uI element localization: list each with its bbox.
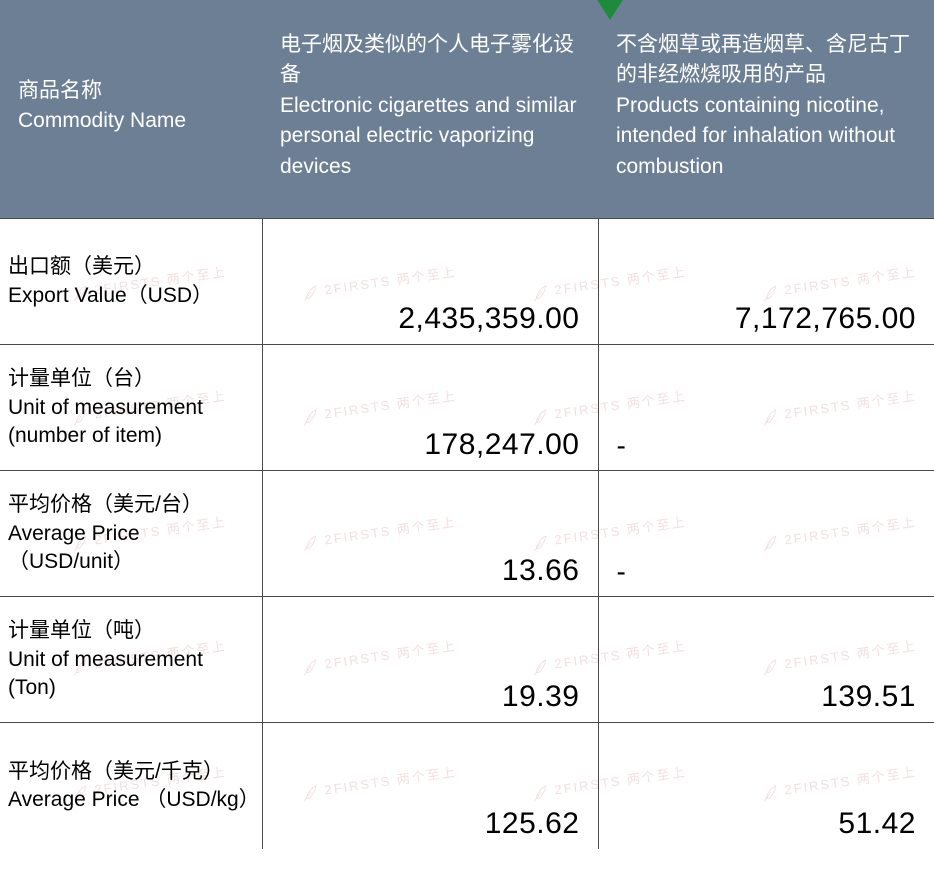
table-row: 出口额（美元） Export Value（USD）2,435,359.007,1… [0, 219, 934, 345]
table-row: 计量单位（吨）Unit of measurement (Ton)19.39139… [0, 597, 934, 723]
row-label-en: Unit of measurement (number of item) [8, 394, 250, 451]
row-label-cn: 计量单位（台） [8, 365, 250, 393]
table-row: 平均价格（美元/千克）Average Price （USD/kg）125.625… [0, 723, 934, 849]
row-label-en: Unit of measurement (Ton) [8, 646, 250, 703]
row-label-cell: 出口额（美元） Export Value（USD） [0, 219, 262, 345]
row-label-en: Average Price （USD/unit） [8, 520, 250, 577]
header-a-cn: 电子烟及类似的个人电子雾化设备 [280, 30, 580, 91]
header-label-cn: 商品名称 [18, 76, 244, 106]
row-value-b: 139.51 [598, 597, 934, 723]
row-label-cn: 计量单位（吨） [8, 617, 250, 645]
data-table: 商品名称 Commodity Name 电子烟及类似的个人电子雾化设备 Elec… [0, 0, 934, 849]
header-col-a: 电子烟及类似的个人电子雾化设备 Electronic cigarettes an… [262, 0, 598, 219]
row-value-b: - [598, 471, 934, 597]
row-label-en: Average Price （USD/kg） [8, 786, 250, 814]
header-label-en: Commodity Name [18, 106, 244, 136]
row-value-b: 51.42 [598, 723, 934, 849]
header-b-en: Products containing nicotine, intended f… [616, 91, 916, 182]
row-value-a: 19.39 [262, 597, 598, 723]
row-label-cn: 平均价格（美元/千克） [8, 758, 250, 786]
table-header-row: 商品名称 Commodity Name 电子烟及类似的个人电子雾化设备 Elec… [0, 0, 934, 219]
header-a-en: Electronic cigarettes and similar person… [280, 91, 580, 182]
row-label-cell: 平均价格（美元/台）Average Price （USD/unit） [0, 471, 262, 597]
row-value-a: 13.66 [262, 471, 598, 597]
row-label-cell: 计量单位（台）Unit of measurement (number of it… [0, 345, 262, 471]
table-row: 平均价格（美元/台）Average Price （USD/unit）13.66- [0, 471, 934, 597]
arrow-down-icon [596, 0, 624, 20]
row-label-cell: 计量单位（吨）Unit of measurement (Ton) [0, 597, 262, 723]
row-label-cn: 平均价格（美元/台） [8, 491, 250, 519]
header-b-cn: 不含烟草或再造烟草、含尼古丁的非经燃烧吸用的产品 [616, 30, 916, 91]
row-value-b: - [598, 345, 934, 471]
header-label-cell: 商品名称 Commodity Name [0, 0, 262, 219]
table-row: 计量单位（台）Unit of measurement (number of it… [0, 345, 934, 471]
row-value-a: 178,247.00 [262, 345, 598, 471]
row-value-a: 2,435,359.00 [262, 219, 598, 345]
row-label-cn: 出口额（美元） [8, 253, 250, 281]
row-label-en: Export Value（USD） [8, 282, 250, 310]
row-value-b: 7,172,765.00 [598, 219, 934, 345]
row-value-a: 125.62 [262, 723, 598, 849]
header-col-b: 不含烟草或再造烟草、含尼古丁的非经燃烧吸用的产品 Products contai… [598, 0, 934, 219]
row-label-cell: 平均价格（美元/千克）Average Price （USD/kg） [0, 723, 262, 849]
